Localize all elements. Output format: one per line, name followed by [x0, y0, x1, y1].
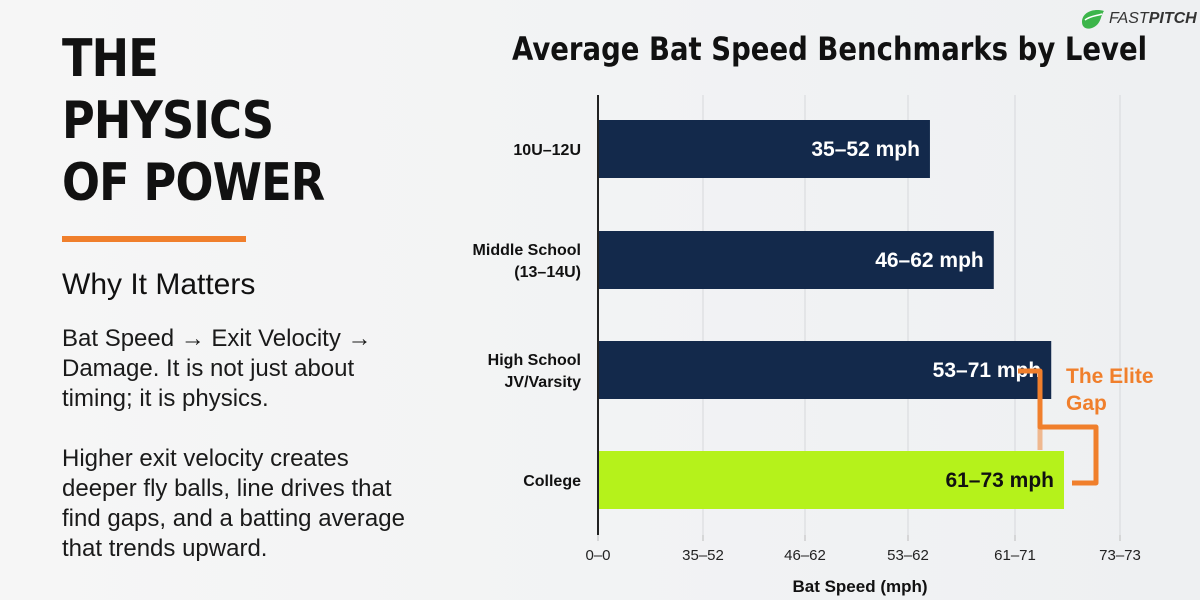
- paragraph-2: Higher exit velocity creates deeper fly …: [62, 445, 405, 562]
- elite-gap-bracket: [1018, 368, 1099, 486]
- bar-data-label: 53–71 mph: [933, 359, 1042, 382]
- x-tick-label: 61–71: [994, 547, 1036, 564]
- y-category-label: High School JV/Varsity: [488, 352, 581, 391]
- headline: THE PHYSICS OF POWER: [62, 29, 325, 213]
- bar-data-label: 61–73 mph: [945, 469, 1054, 492]
- leaf-icon: [1082, 10, 1104, 29]
- bar: [598, 341, 1052, 399]
- x-tick-label: 46–62: [784, 547, 826, 564]
- logo-text: FAST: [1109, 10, 1149, 27]
- x-tick-label: 35–52: [682, 547, 724, 564]
- y-category-label: Middle School (13–14U): [473, 242, 581, 281]
- bar-data-label: 46–62 mph: [875, 249, 984, 272]
- x-tick-label: 53–62: [887, 547, 929, 564]
- y-category-label: College: [523, 473, 581, 490]
- accent-divider: [62, 236, 246, 242]
- fastpitch-logo: FAST PITCH: [1080, 8, 1197, 30]
- logo-text-bold: PITCH: [1148, 10, 1197, 27]
- chart-title: Average Bat Speed Benchmarks by Level: [512, 30, 1148, 68]
- elite-gap-annotation: The Elite Gap: [1066, 365, 1154, 415]
- bar-data-label: 35–52 mph: [811, 138, 920, 161]
- bar: [598, 231, 994, 289]
- subheading: Why It Matters: [62, 268, 256, 301]
- x-tick-label: 0–0: [585, 547, 610, 564]
- x-tick-label: 73–73: [1099, 547, 1141, 564]
- bar: [598, 451, 1064, 509]
- bar: [598, 120, 930, 178]
- x-axis-label: Bat Speed (mph): [792, 577, 927, 596]
- y-category-label: 10U–12U: [513, 142, 581, 159]
- paragraph-1: Bat Speed → Exit Velocity → Damage. It i…: [62, 325, 372, 412]
